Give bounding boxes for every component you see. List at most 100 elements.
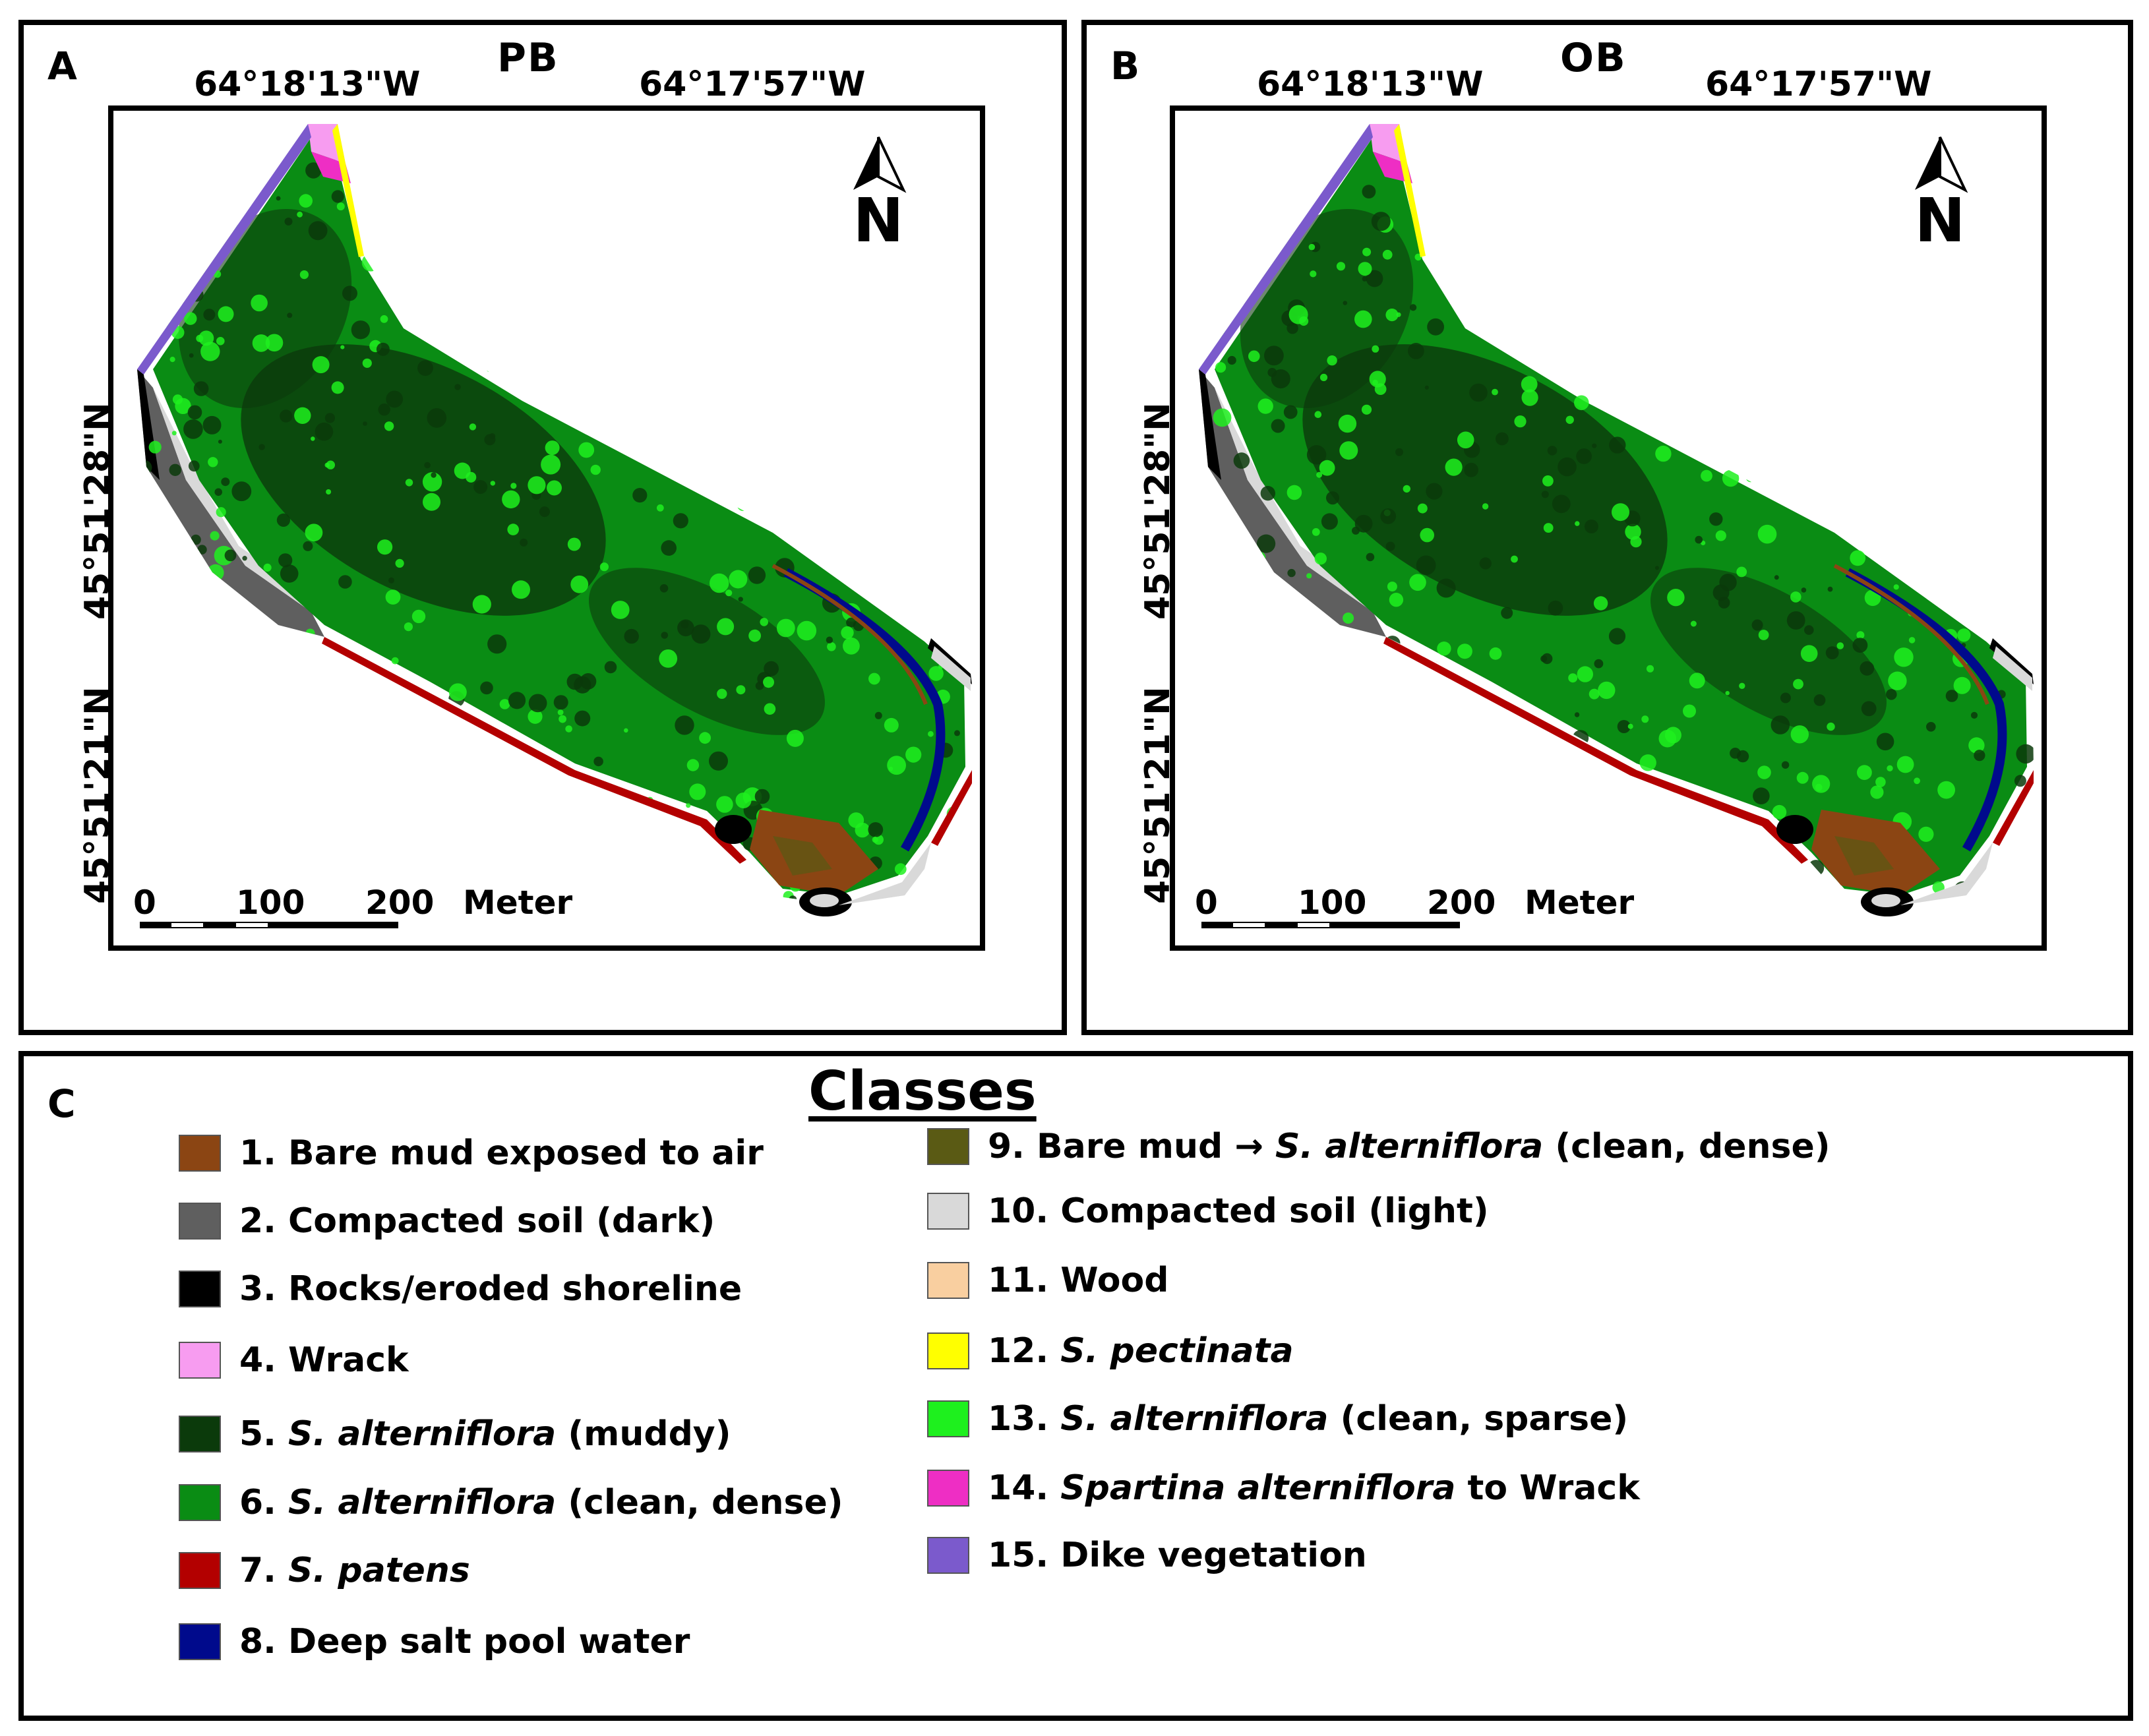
vegetation-speckle — [655, 210, 667, 222]
vegetation-speckle — [352, 679, 357, 685]
vegetation-speckle — [752, 361, 765, 374]
vegetation-speckle — [659, 649, 678, 668]
vegetation-speckle — [1420, 816, 1429, 824]
legend-number: 8. — [239, 1622, 289, 1661]
mud-to-alterniflora — [1834, 836, 1894, 876]
vegetation-speckle — [1836, 438, 1844, 445]
vegetation-speckle — [276, 196, 281, 201]
vegetation-speckle — [163, 134, 171, 142]
vegetation-speckle — [454, 384, 461, 390]
vegetation-speckle — [417, 360, 433, 376]
vegetation-speckle — [1319, 460, 1335, 476]
vegetation-speckle — [1558, 125, 1572, 138]
vegetation-speckle — [593, 233, 599, 237]
vegetation-speckle — [1235, 626, 1240, 631]
vegetation-speckle — [913, 196, 929, 212]
vegetation-speckle — [2000, 245, 2005, 251]
vegetation-speckle — [590, 464, 601, 475]
vegetation-speckle — [191, 534, 201, 545]
vegetation-speckle — [422, 472, 442, 492]
vegetation-speckle — [1205, 775, 1223, 793]
vegetation-speckle — [907, 199, 924, 217]
vegetation-speckle — [1245, 595, 1263, 613]
vegetation-speckle — [699, 732, 711, 744]
vegetation-speckle — [1608, 628, 1626, 645]
vegetation-speckle — [146, 175, 160, 189]
vegetation-speckle — [1385, 309, 1399, 322]
vegetation-speckle — [1852, 638, 1868, 653]
vegetation-speckle — [934, 218, 954, 237]
legend-swatch — [927, 1470, 969, 1507]
legend-label-part: Spartina alterniflora — [1060, 1468, 1456, 1508]
bare-mud-channel-edge — [772, 564, 928, 705]
vegetation-speckle — [1656, 796, 1661, 802]
vegetation-speckle — [1800, 645, 1818, 662]
vegetation-speckle — [961, 130, 972, 142]
vegetation-speckle — [600, 151, 613, 164]
vegetation-speckle — [2018, 245, 2034, 264]
vegetation-speckle — [709, 751, 728, 771]
vegetation-speckle — [661, 540, 677, 556]
vegetation-speckle — [363, 421, 367, 426]
vegetation-speckle — [1983, 876, 1989, 883]
vegetation-speckle — [142, 656, 155, 668]
vegetation-speckle — [647, 294, 666, 313]
vegetation-speckle — [928, 731, 934, 737]
vegetation-speckle — [1825, 646, 1839, 659]
vegetation-speckle — [283, 651, 301, 670]
vegetation-speckle — [200, 342, 220, 361]
map-frame: N 0 100 200 Meter — [1170, 105, 2047, 951]
legend-number: 12. — [988, 1331, 1061, 1371]
vegetation-speckle — [1515, 816, 1530, 831]
vegetation-speckle — [1319, 373, 1328, 382]
legend-number: 6. — [239, 1483, 289, 1522]
vegetation-speckle — [1382, 249, 1393, 260]
vegetation-speckle — [180, 763, 195, 779]
legend-number: 3. — [239, 1269, 289, 1309]
legend-item: 9. Bare mud → S. alterniflora (clean, de… — [927, 1123, 1830, 1170]
vegetation-speckle — [475, 753, 487, 764]
vegetation-speckle — [1332, 630, 1350, 647]
vegetation-speckle — [1618, 138, 1633, 154]
vegetation-speckle — [584, 135, 591, 141]
vegetation-speckle — [1742, 189, 1750, 197]
vegetation-speckle — [305, 749, 322, 765]
vegetation-speckle — [1544, 162, 1552, 170]
vegetation-speckle — [1598, 186, 1607, 195]
legend-swatch — [179, 1552, 221, 1589]
pectinata-strip — [1394, 124, 1426, 257]
vegetation-speckle — [218, 439, 222, 444]
vegetation-speckle — [315, 422, 334, 441]
vegetation-speckle — [1584, 520, 1598, 533]
vegetation-speckle — [1260, 486, 1275, 501]
vegetation-speckle — [338, 575, 352, 589]
vegetation-speckle — [2000, 508, 2018, 525]
vegetation-speckle — [936, 307, 951, 322]
vegetation-speckle — [299, 270, 309, 280]
scale-label-end: 200 — [365, 883, 435, 922]
vegetation-speckle — [1784, 382, 1798, 396]
vegetation-speckle — [1259, 755, 1266, 762]
vegetation-speckle — [1625, 524, 1641, 540]
vegetation-speckle — [928, 666, 944, 681]
longitude-label-left: 64°18'13"W — [194, 65, 421, 104]
legend-item: 2. Compacted soil (dark) — [179, 1198, 715, 1244]
vegetation-speckle — [177, 868, 193, 883]
vegetation-speckle — [2004, 438, 2019, 454]
vegetation-speckle — [611, 601, 630, 619]
vegetation-speckle — [1358, 262, 1372, 276]
vegetation-speckle — [1667, 589, 1685, 607]
vegetation-speckle — [596, 794, 611, 809]
vegetation-speckle — [303, 541, 313, 551]
vegetation-speckle — [1362, 185, 1376, 198]
vegetation-speckle — [1301, 744, 1314, 756]
vegetation-speckle — [626, 391, 634, 399]
vegetation-speckle — [189, 353, 194, 358]
scale-bar-icon — [140, 922, 398, 928]
vegetation-speckle — [675, 367, 694, 386]
vegetation-speckle — [1217, 260, 1223, 267]
vegetation-speckle — [1507, 271, 1513, 278]
vegetation-speckle — [605, 892, 619, 905]
vegetation-speckle — [894, 863, 907, 876]
rocks-shoreline — [1199, 369, 1221, 480]
